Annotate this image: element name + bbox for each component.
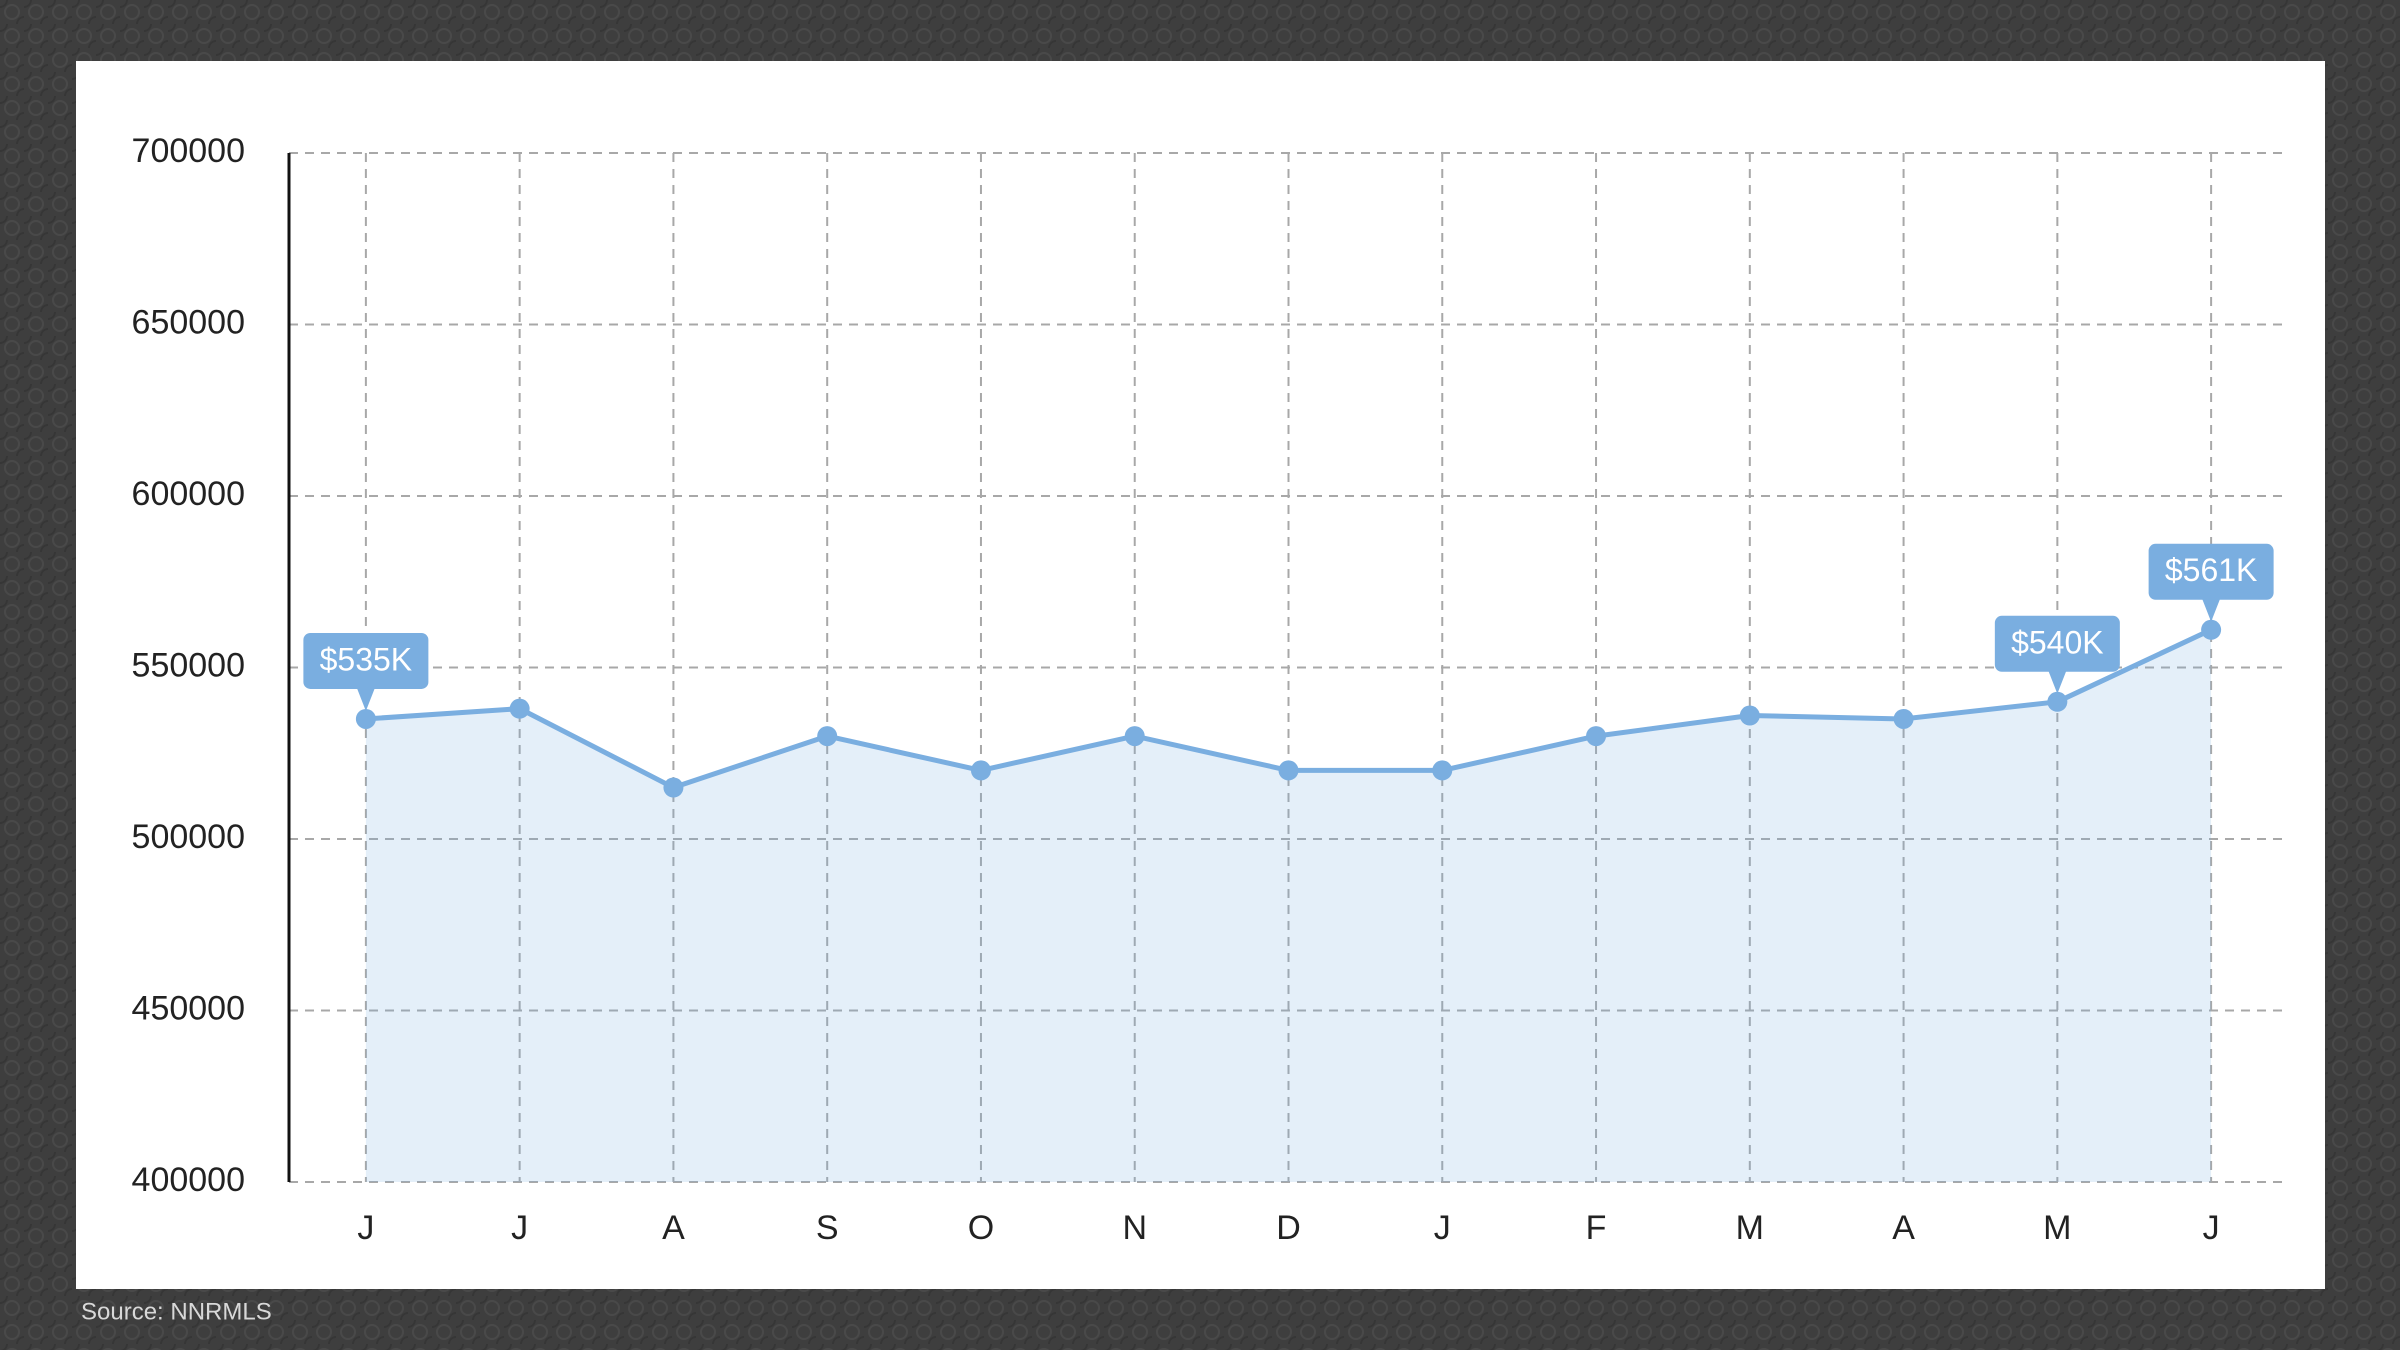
y-tick-label: 600000 <box>132 475 245 513</box>
x-tick-label: J <box>357 1209 374 1247</box>
x-tick-label: A <box>1892 1209 1915 1247</box>
callout-box <box>303 632 429 689</box>
point <box>663 777 684 798</box>
x-tick-label: J <box>1434 1209 1451 1247</box>
card <box>76 61 2325 1289</box>
point <box>970 760 991 781</box>
callout-pointer <box>356 687 375 711</box>
point <box>509 698 530 719</box>
point <box>1586 726 1607 747</box>
point <box>1124 726 1145 747</box>
y-tick-label: 400000 <box>132 1161 245 1199</box>
area <box>365 629 2212 1182</box>
x-tick-label: D <box>1276 1209 1301 1247</box>
point <box>1739 705 1760 726</box>
y-tick-label: 500000 <box>132 818 245 856</box>
point <box>2201 619 2222 640</box>
callout-box <box>1994 615 2120 672</box>
x-tick-label: M <box>2043 1209 2071 1247</box>
x-tick-label: S <box>816 1209 839 1247</box>
callout-pointer <box>2202 598 2221 622</box>
x-tick-label: M <box>1736 1209 1764 1247</box>
point <box>1432 760 1453 781</box>
y-tick-label: 450000 <box>132 989 245 1027</box>
x-tick-label: F <box>1586 1209 1607 1247</box>
value-label: $540K <box>2011 624 2104 660</box>
value-label: $535K <box>320 641 413 677</box>
point <box>1278 760 1299 781</box>
callout-box <box>2148 543 2274 600</box>
point <box>2047 691 2068 712</box>
x-tick-label: A <box>662 1209 685 1247</box>
callout-pointer <box>2048 670 2067 694</box>
y-tick-label: 550000 <box>132 646 245 684</box>
y-tick-label: 700000 <box>132 132 245 170</box>
x-tick-label: O <box>968 1209 994 1247</box>
point <box>355 708 376 729</box>
point <box>1893 708 1914 729</box>
point <box>817 726 838 747</box>
source-note: Source: NNRMLS <box>81 1298 272 1325</box>
x-tick-label: J <box>511 1209 528 1247</box>
x-tick-label: N <box>1122 1209 1147 1247</box>
value-label: $561K <box>2165 552 2258 588</box>
x-tick-label: J <box>2203 1209 2220 1247</box>
y-tick-label: 650000 <box>132 303 245 341</box>
